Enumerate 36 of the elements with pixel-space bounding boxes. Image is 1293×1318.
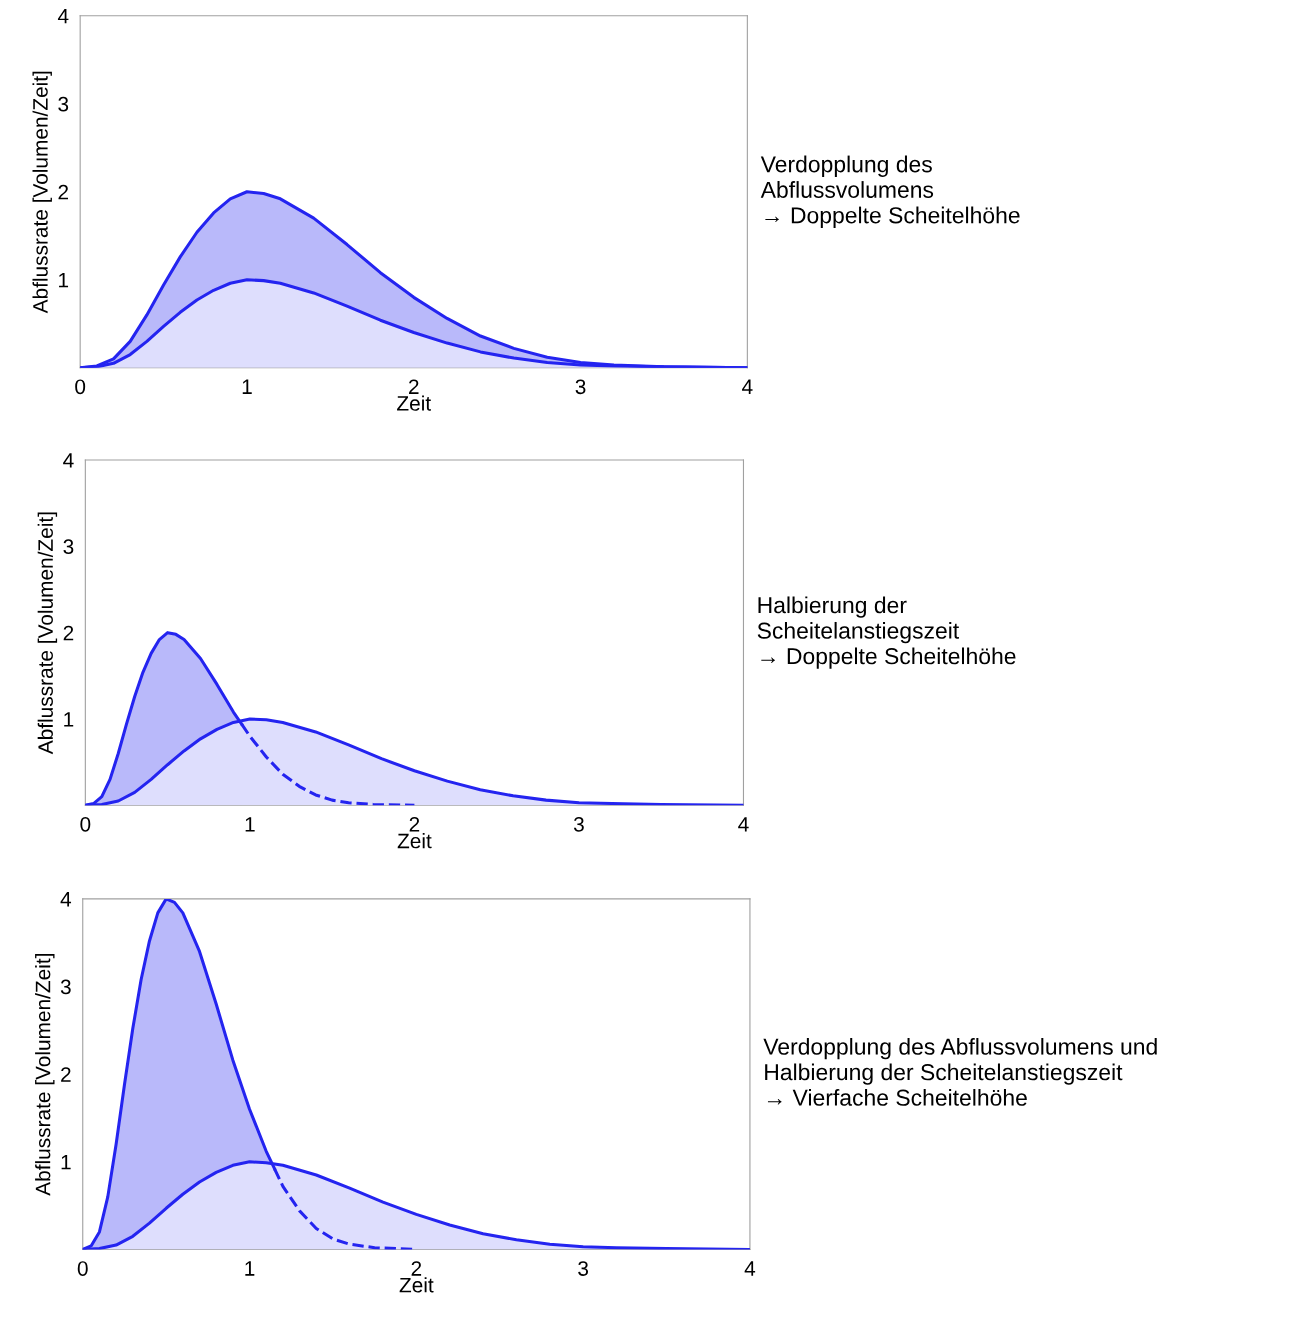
x-tick-label: 2 xyxy=(409,816,420,832)
y-axis-title: Abflussrate [Volumen/Zeit] xyxy=(35,954,55,1196)
x-tick-label: 3 xyxy=(575,379,586,395)
x-tick-label: 2 xyxy=(409,379,419,394)
text: Verdopplung des Abflussvolumens → Doppelte Scheitelhöhe xyxy=(760,155,1020,228)
y-tick-label: 4 xyxy=(57,9,69,24)
x-axis-title: Zeit xyxy=(399,1277,434,1293)
y-tick-label: 3 xyxy=(63,539,74,555)
y-tick-label: 1 xyxy=(59,272,69,288)
x-tick-label: 4 xyxy=(744,1261,756,1276)
x-axis-title: Zeit xyxy=(397,833,432,849)
y-tick-label: 4 xyxy=(60,892,72,907)
x-tick-label: 0 xyxy=(77,1261,88,1276)
y-tick-label: 1 xyxy=(64,712,74,727)
x-tick-label: 1 xyxy=(242,379,252,394)
y-axis-title: Abflussrate [Volumen/Zeit] xyxy=(32,71,52,314)
x-tick-label: 0 xyxy=(80,816,91,832)
x-tick-label: 0 xyxy=(75,379,86,395)
text: Halbierung der Scheitelanstiegszeit → Doppelte Scheitelhöhe xyxy=(757,596,1016,669)
x-tick-label: 3 xyxy=(578,1261,589,1276)
y-tick-label: 3 xyxy=(60,979,71,995)
x-tick-label: 4 xyxy=(742,379,753,394)
x-tick-label: 1 xyxy=(245,817,255,832)
x-tick-label: 3 xyxy=(573,816,584,832)
y-tick-label: 2 xyxy=(63,625,74,641)
y-tick-label: 1 xyxy=(61,1155,71,1170)
y-axis-title: Abflussrate [Volumen/Zeit] xyxy=(37,512,58,755)
x-axis-title: Zeit xyxy=(397,395,431,411)
y-tick-label: 2 xyxy=(58,184,69,200)
y-tick-label: 4 xyxy=(63,453,74,468)
y-tick-label: 3 xyxy=(58,96,69,112)
text: Verdopplung des Abflussvolumens und Halbierung der Scheitelanstiegszeit → Vierfache Scheitelhöhe xyxy=(763,1037,1157,1106)
x-tick-label: 2 xyxy=(411,1261,422,1276)
x-tick-label: 1 xyxy=(245,1261,255,1276)
x-tick-label: 4 xyxy=(738,817,749,832)
y-tick-label: 2 xyxy=(61,1067,71,1082)
